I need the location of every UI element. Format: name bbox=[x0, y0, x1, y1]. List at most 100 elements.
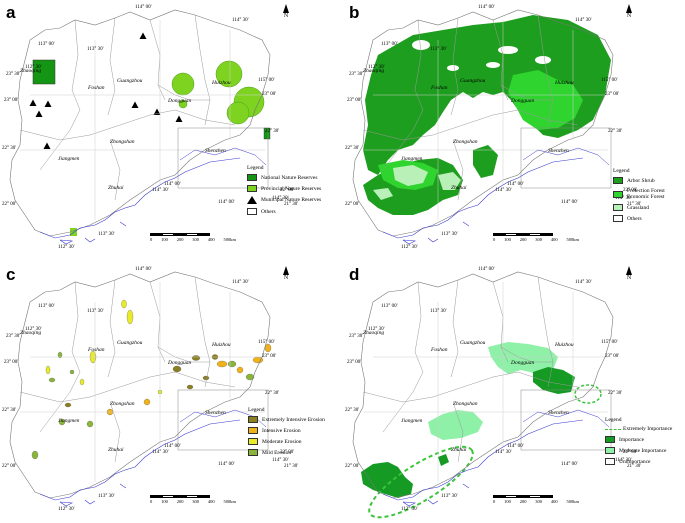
legend-item: Municipal Nature Reserves bbox=[247, 196, 321, 204]
graticule bbox=[363, 282, 608, 482]
legend-item-label: Importance bbox=[619, 436, 645, 443]
coordinate-label: 23° 30' bbox=[6, 334, 21, 339]
coordinate-label: 22° 30' bbox=[345, 408, 360, 413]
legend-item-label: Provincial Nature Reserves bbox=[261, 185, 322, 192]
mild-erosion-patch-1 bbox=[48, 377, 56, 383]
map-canvas bbox=[9, 9, 271, 245]
city-label-guangzhou: Guangzhou bbox=[117, 78, 143, 84]
coordinate-label: 21° 30' bbox=[284, 464, 299, 469]
city-label-shenzhen: Shenzhen bbox=[548, 410, 569, 416]
legend-item-label: Mild Erosion bbox=[262, 449, 292, 456]
importance-area-2 bbox=[438, 454, 449, 466]
coordinate-label: 23° 30' bbox=[349, 72, 364, 77]
coordinate-label: 113° 30' bbox=[430, 309, 447, 314]
coordinate-label: 23° 00' bbox=[262, 92, 277, 97]
legend-item: Others bbox=[247, 208, 321, 215]
coordinate-label: 115° 00' bbox=[601, 78, 618, 83]
coordinate-label: 22° 00' bbox=[623, 450, 638, 455]
coordinate-label: 114° 00' bbox=[164, 182, 181, 187]
scale-tick-label: 300 bbox=[192, 499, 200, 504]
extreme-erosion-patch-2 bbox=[202, 375, 210, 381]
inset-box bbox=[520, 389, 612, 451]
coordinate-label: 114° 30' bbox=[575, 18, 592, 23]
dashed-line-icon bbox=[605, 428, 621, 430]
legend-title: Legend bbox=[613, 168, 630, 174]
city-label-jiangmen: Jiangmen bbox=[401, 156, 423, 162]
municipal-reserve-4 bbox=[43, 142, 51, 149]
city-label-dongguan: Dongguan bbox=[168, 98, 192, 104]
legend-item: Others bbox=[613, 215, 685, 222]
coordinate-label: 113° 00' bbox=[381, 304, 398, 309]
north-arrow-icon: N bbox=[280, 4, 292, 19]
legend-item: Grassland bbox=[613, 204, 685, 211]
coordinate-label: 115° 00' bbox=[601, 340, 618, 345]
extreme-importance-ellipse-1 bbox=[574, 384, 602, 404]
coordinate-label: 114° 30' bbox=[152, 450, 169, 455]
non-forest-gap-0 bbox=[412, 40, 430, 50]
scale-bar: 0 100 200 300 400 500km bbox=[493, 495, 579, 504]
legend-swatch bbox=[248, 438, 258, 445]
coordinate-label: 114° 00' bbox=[478, 5, 495, 10]
inset-box bbox=[520, 127, 612, 189]
coordinate-label: 23° 00' bbox=[4, 360, 19, 365]
coordinate-label: 112° 30' bbox=[368, 65, 385, 70]
coordinate-label: 22° 30' bbox=[265, 129, 280, 134]
city-label-zhuhai: Zhuhai bbox=[108, 447, 124, 453]
city-label-zhaoqing: Zhaoqing bbox=[20, 330, 42, 336]
city-label-zhaoqing: Zhaoqing bbox=[363, 330, 385, 336]
scale-tick-label: 300 bbox=[535, 499, 543, 504]
legend-item-label: National Nature Reserves bbox=[261, 174, 318, 181]
extreme-erosion-patch-4 bbox=[64, 402, 72, 408]
legend-swatch bbox=[613, 177, 623, 184]
coordinate-label: 113° 30' bbox=[441, 494, 458, 499]
map-panel-c: c N Zhaoqing Foshan Guangzhou Dongguan Huizh… bbox=[0, 262, 342, 523]
coordinate-label: 113° 00' bbox=[381, 42, 398, 47]
legend-swatch bbox=[605, 447, 615, 454]
coordinate-label: 112° 30' bbox=[401, 245, 418, 250]
coordinate-label: 23° 00' bbox=[347, 98, 362, 103]
city-label-guangzhou: Guangzhou bbox=[117, 340, 143, 346]
municipal-reserve-2 bbox=[35, 110, 43, 117]
arbor-shrub-area-0 bbox=[363, 15, 611, 175]
scale-tick-label: 300 bbox=[192, 237, 200, 242]
coordinate-label: 114° 00' bbox=[135, 267, 152, 272]
city-label-huizhou: Huizhou bbox=[212, 80, 231, 86]
graticule bbox=[20, 20, 265, 220]
legend-item-label: Grassland bbox=[627, 204, 649, 211]
panel-label: d bbox=[349, 265, 360, 284]
inset-box bbox=[177, 127, 269, 189]
north-label: N bbox=[626, 13, 632, 19]
legend-item: Provincial Nature Reserves bbox=[247, 185, 321, 192]
coordinate-label: 23° 30' bbox=[349, 334, 364, 339]
legend-item-label: Moderate Importance bbox=[619, 447, 667, 454]
legend-item-label: Arbor Shrub bbox=[627, 177, 655, 184]
coordinate-label: 114° 00' bbox=[507, 444, 524, 449]
intensive-erosion-patch-5 bbox=[236, 366, 244, 374]
scale-tick-label: 0 bbox=[150, 237, 153, 242]
legend-item: Importance bbox=[605, 436, 672, 443]
scale-tick-label: 100 bbox=[504, 499, 511, 504]
coordinate-label: 113° 00' bbox=[38, 304, 55, 309]
city-label-dongguan: Dongguan bbox=[168, 360, 192, 366]
legend-item: Protection Forest Economic Forest bbox=[613, 188, 685, 200]
moderate-erosion-patch-1 bbox=[121, 299, 127, 309]
coordinate-label: 114° 30' bbox=[152, 188, 169, 193]
legend-title: Legend bbox=[247, 165, 264, 171]
city-boundaries bbox=[19, 14, 236, 201]
provincial-reserve-0 bbox=[171, 72, 195, 96]
legend-item: Mild Erosion bbox=[248, 449, 325, 456]
city-label-zhaoqing: Zhaoqing bbox=[20, 68, 42, 74]
coordinate-label: 22° 00' bbox=[280, 450, 295, 455]
scale-tick-label: 200 bbox=[176, 499, 184, 504]
coordinate-label: 114° 30' bbox=[272, 196, 289, 201]
city-label-zhuhai: Zhuhai bbox=[451, 447, 467, 453]
map-panel-b: b N Zhaoqing Foshan Guangzhou Dongguan Huizh… bbox=[343, 0, 685, 261]
scale-tick-label: 0 bbox=[150, 499, 153, 504]
city-label-zhongshan: Zhongshan bbox=[110, 139, 135, 145]
map-canvas bbox=[9, 271, 272, 507]
scale-bar: 0 100 200 300 400 500km bbox=[493, 233, 579, 242]
graticule bbox=[363, 20, 608, 220]
moderate-erosion-patch-0 bbox=[126, 309, 134, 325]
coordinate-label: 21° 30' bbox=[284, 202, 299, 207]
legend-item-label: Intensive Erosion bbox=[262, 427, 301, 434]
